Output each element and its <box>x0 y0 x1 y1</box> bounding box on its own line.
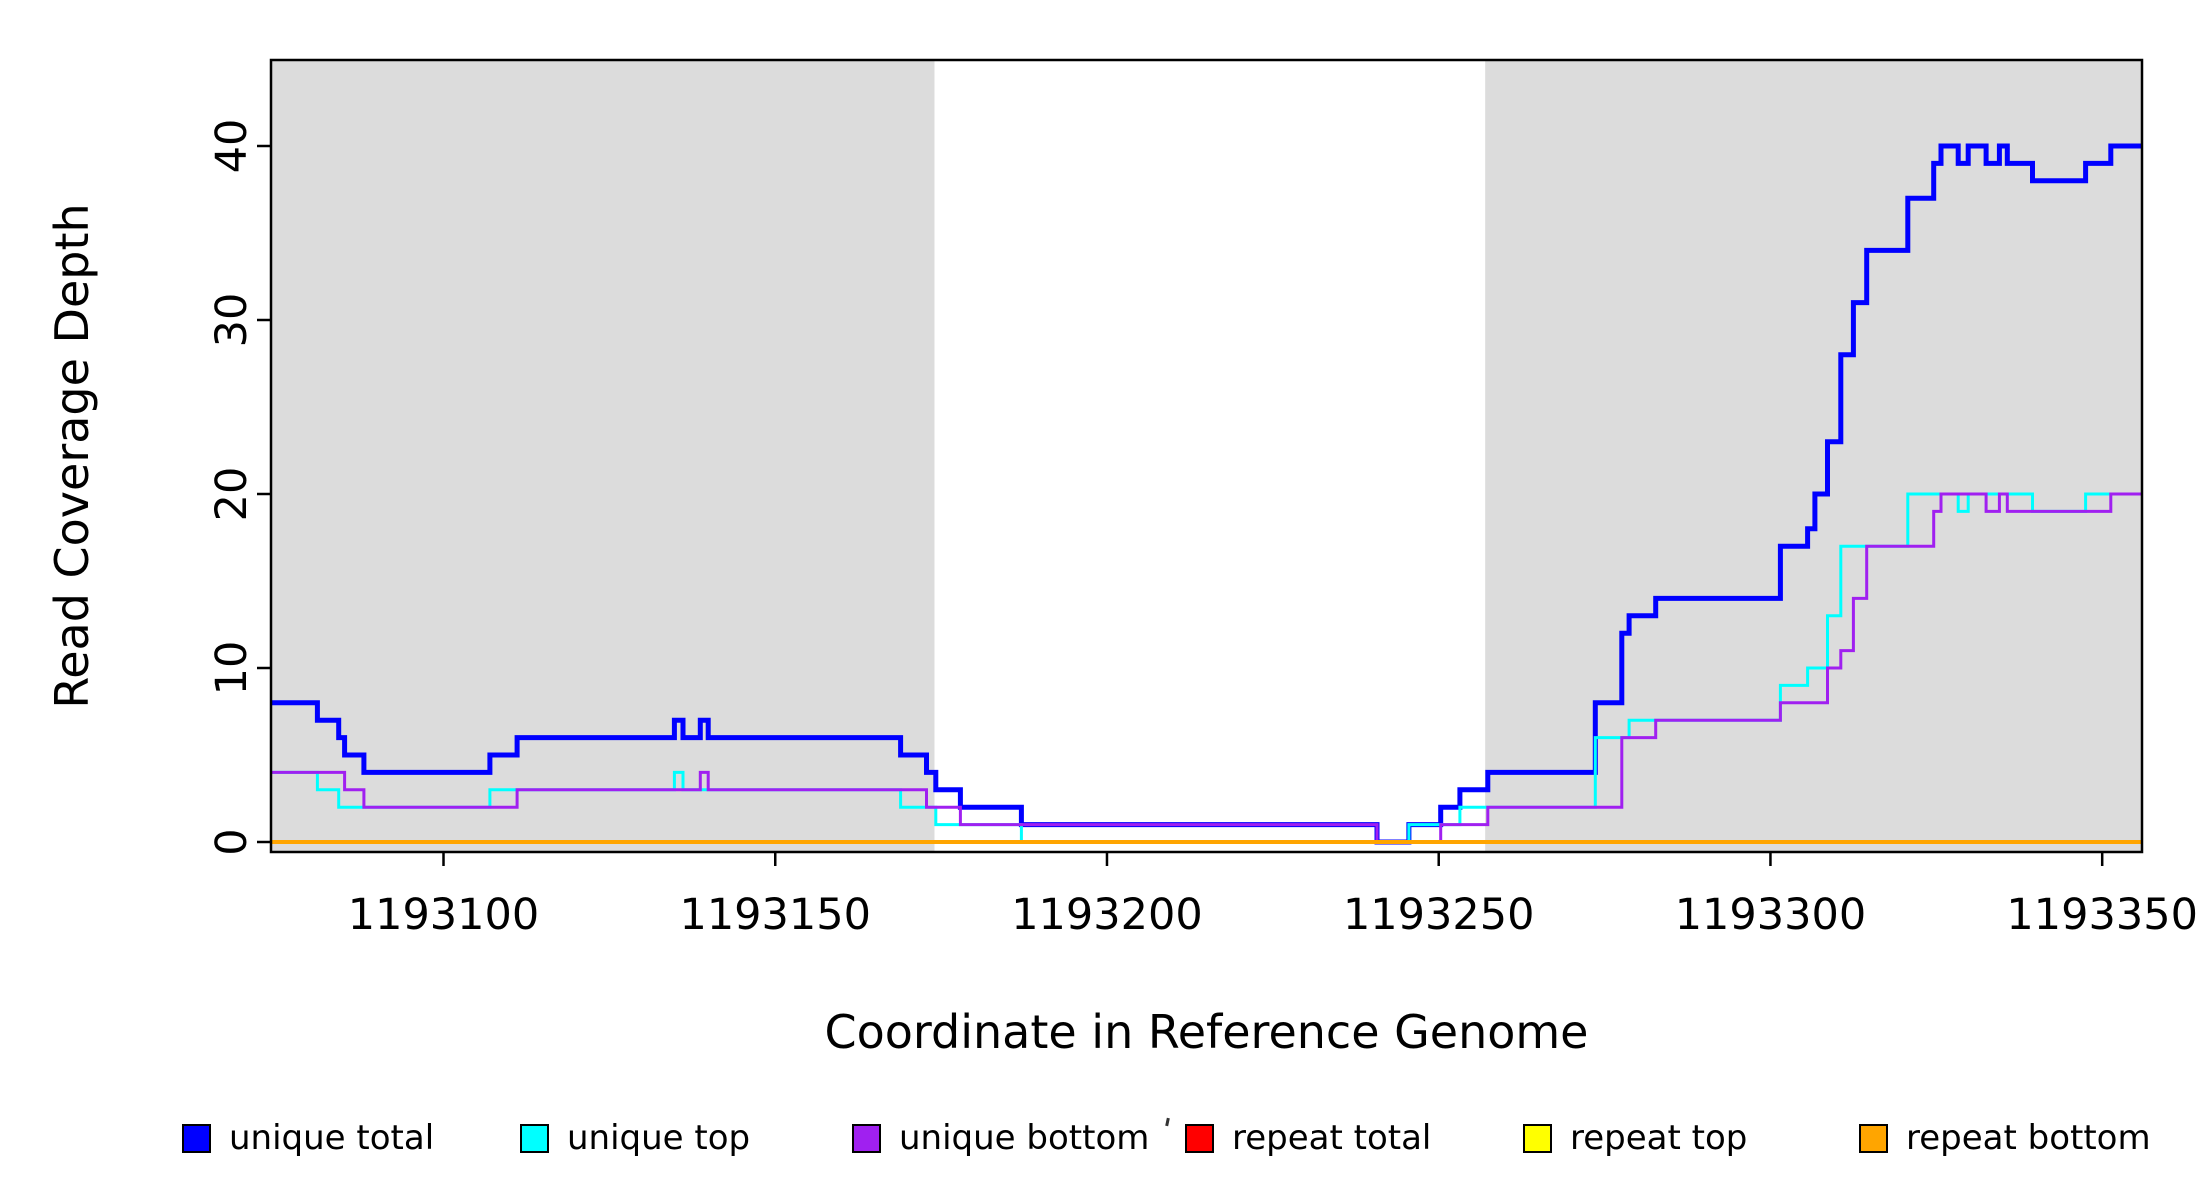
series-line-unique-top <box>271 492 2142 844</box>
legend-item-repeat-top: repeat top <box>1523 1118 1748 1158</box>
legend-swatch-repeat-bottom <box>1859 1123 1888 1153</box>
legend-label-unique-top: unique top <box>567 1118 751 1158</box>
y-axis-title: Read Coverage Depth <box>45 203 99 709</box>
x-tick-label-1: 1193150 <box>679 890 871 940</box>
legend-label-repeat-total: repeat total <box>1232 1118 1432 1158</box>
legend-swatch-repeat-total <box>1185 1123 1214 1153</box>
shaded-region-left <box>271 60 935 852</box>
x-tick-label-4: 1193300 <box>1674 890 1867 940</box>
x-axis-title: Coordinate in Reference Genome <box>824 1005 1589 1059</box>
plot-box <box>269 58 2144 854</box>
legend-item-repeat-bottom: repeat bottom <box>1859 1118 2151 1158</box>
x-tick-label-0: 1193100 <box>347 890 540 940</box>
legend-swatch-repeat-top <box>1523 1123 1552 1153</box>
series-line-unique-total <box>271 143 2142 845</box>
legend-swatch-unique-top <box>520 1123 549 1153</box>
legend-swatch-unique-total <box>182 1123 211 1153</box>
series-line-unique-bottom <box>271 492 2142 844</box>
y-tick-label-4: 40 <box>207 118 257 174</box>
legend-label-unique-bottom: unique bottom <box>899 1118 1150 1158</box>
x-tick-label-5: 1193350 <box>2006 890 2198 940</box>
x-tick-label-2: 1193200 <box>1011 890 1203 940</box>
x-tick-label-3: 1193250 <box>1342 890 1535 940</box>
legend-label-repeat-top: repeat top <box>1570 1118 1748 1158</box>
legend-item-repeat-total: repeat total <box>1185 1118 1432 1158</box>
legend-item-unique-top: unique top <box>520 1118 751 1158</box>
legend-label-repeat-bottom: repeat bottom <box>1906 1118 2151 1158</box>
legend-swatch-unique-bottom <box>852 1123 881 1153</box>
legend-item-unique-bottom: unique bottom <box>852 1118 1150 1158</box>
legend-item-unique-total: unique total <box>182 1118 435 1158</box>
legend-label-unique-total: unique total <box>229 1118 435 1158</box>
